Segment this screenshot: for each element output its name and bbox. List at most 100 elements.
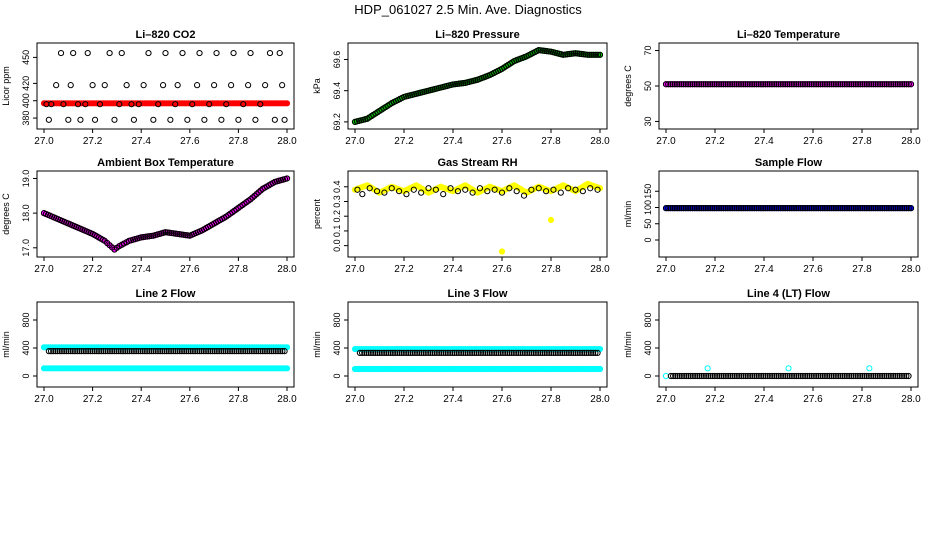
- y-tick-label: 0.3: [332, 195, 342, 208]
- data-point: [385, 349, 392, 356]
- x-tick-label: 27.0: [34, 136, 54, 147]
- data-point: [888, 81, 895, 88]
- data-point: [576, 349, 584, 356]
- x-tick-label: 27.0: [656, 264, 676, 275]
- data-point: [554, 349, 562, 356]
- data-point: [392, 349, 399, 356]
- data-point: [868, 372, 875, 380]
- data-point: [782, 372, 789, 380]
- data-point: [592, 51, 600, 58]
- data-point: [735, 205, 742, 212]
- data-point: [279, 82, 286, 89]
- data-point: [846, 81, 853, 88]
- data-point: [135, 348, 142, 355]
- data-point: [777, 81, 784, 88]
- data-point: [54, 348, 61, 355]
- y-tick-label: 800: [332, 312, 342, 327]
- data-point: [454, 188, 461, 195]
- data-point: [257, 101, 264, 108]
- data-point: [576, 50, 583, 57]
- data-point: [852, 81, 859, 88]
- data-point: [115, 348, 122, 355]
- data-point: [790, 81, 798, 88]
- data-point: [795, 372, 802, 380]
- data-point: [791, 372, 798, 380]
- data-point: [119, 348, 127, 355]
- data-point: [777, 205, 784, 212]
- y-tick-label: 18.0: [21, 204, 31, 222]
- chart-panel-1: Li–820 CO2 Licor ppm 27.0 27.2 27.4 27.6 27.8 2…: [1, 29, 297, 147]
- data-point: [410, 186, 417, 193]
- data-point: [276, 49, 283, 57]
- data-point: [196, 348, 203, 355]
- chart-title: Line 3 Flow: [448, 288, 508, 300]
- data-point: [903, 205, 910, 212]
- data-point: [95, 348, 103, 355]
- data-point: [722, 205, 729, 212]
- data-point: [539, 349, 546, 356]
- chart-title: Line 2 Flow: [136, 288, 196, 300]
- data-point: [174, 348, 181, 355]
- data-point: [78, 348, 85, 355]
- data-point: [431, 349, 438, 356]
- data-point: [821, 372, 829, 380]
- data-point: [579, 349, 586, 356]
- data-point: [729, 372, 736, 380]
- data-point: [846, 205, 853, 212]
- data-point: [681, 372, 688, 380]
- data-point: [863, 81, 870, 88]
- data-point: [715, 81, 723, 88]
- data-point: [872, 372, 879, 380]
- data-point: [224, 348, 231, 355]
- data-point: [63, 348, 70, 355]
- data-point: [852, 372, 859, 380]
- data-point: [165, 348, 172, 355]
- data-point: [731, 372, 738, 380]
- data-point: [420, 349, 427, 356]
- data-point: [486, 349, 493, 356]
- data-point: [859, 205, 866, 212]
- data-point: [894, 372, 901, 380]
- data-point: [760, 81, 767, 88]
- data-point: [572, 50, 579, 57]
- y-axis-label: degrees C: [623, 65, 633, 107]
- data-point: [762, 205, 769, 212]
- data-point: [720, 81, 727, 88]
- data-point: [266, 348, 273, 355]
- data-point: [102, 348, 109, 355]
- data-point: [106, 49, 113, 57]
- data-point: [689, 205, 696, 212]
- data-point: [477, 349, 485, 356]
- data-point: [729, 81, 736, 88]
- data-point: [560, 51, 567, 58]
- data-point: [47, 348, 55, 355]
- data-point: [476, 185, 484, 192]
- data-point: [207, 348, 214, 355]
- data-point: [793, 372, 800, 380]
- data-point: [806, 372, 813, 380]
- data-point: [565, 349, 573, 356]
- data-point: [718, 372, 725, 380]
- chart-title: Li–820 Temperature: [737, 29, 840, 41]
- data-point: [861, 81, 868, 88]
- data-point: [740, 372, 747, 380]
- data-point: [458, 349, 465, 356]
- data-point: [253, 348, 260, 355]
- y-tick-label: 0: [332, 373, 342, 378]
- data-point: [839, 372, 846, 380]
- x-tick-label: 27.6: [803, 394, 823, 405]
- data-point: [696, 372, 703, 380]
- data-point: [709, 372, 716, 380]
- data-point: [885, 205, 893, 212]
- data-point: [859, 372, 866, 380]
- data-point: [676, 81, 683, 88]
- data-point: [828, 205, 835, 212]
- x-tick-label: 27.0: [34, 394, 54, 405]
- data-point: [673, 81, 681, 88]
- data-point: [65, 116, 72, 123]
- data-point: [111, 116, 118, 123]
- chart-title: Li–820 Pressure: [435, 29, 519, 41]
- data-point: [170, 348, 177, 355]
- data-point: [839, 205, 846, 212]
- x-tick-label: 28.0: [590, 136, 610, 147]
